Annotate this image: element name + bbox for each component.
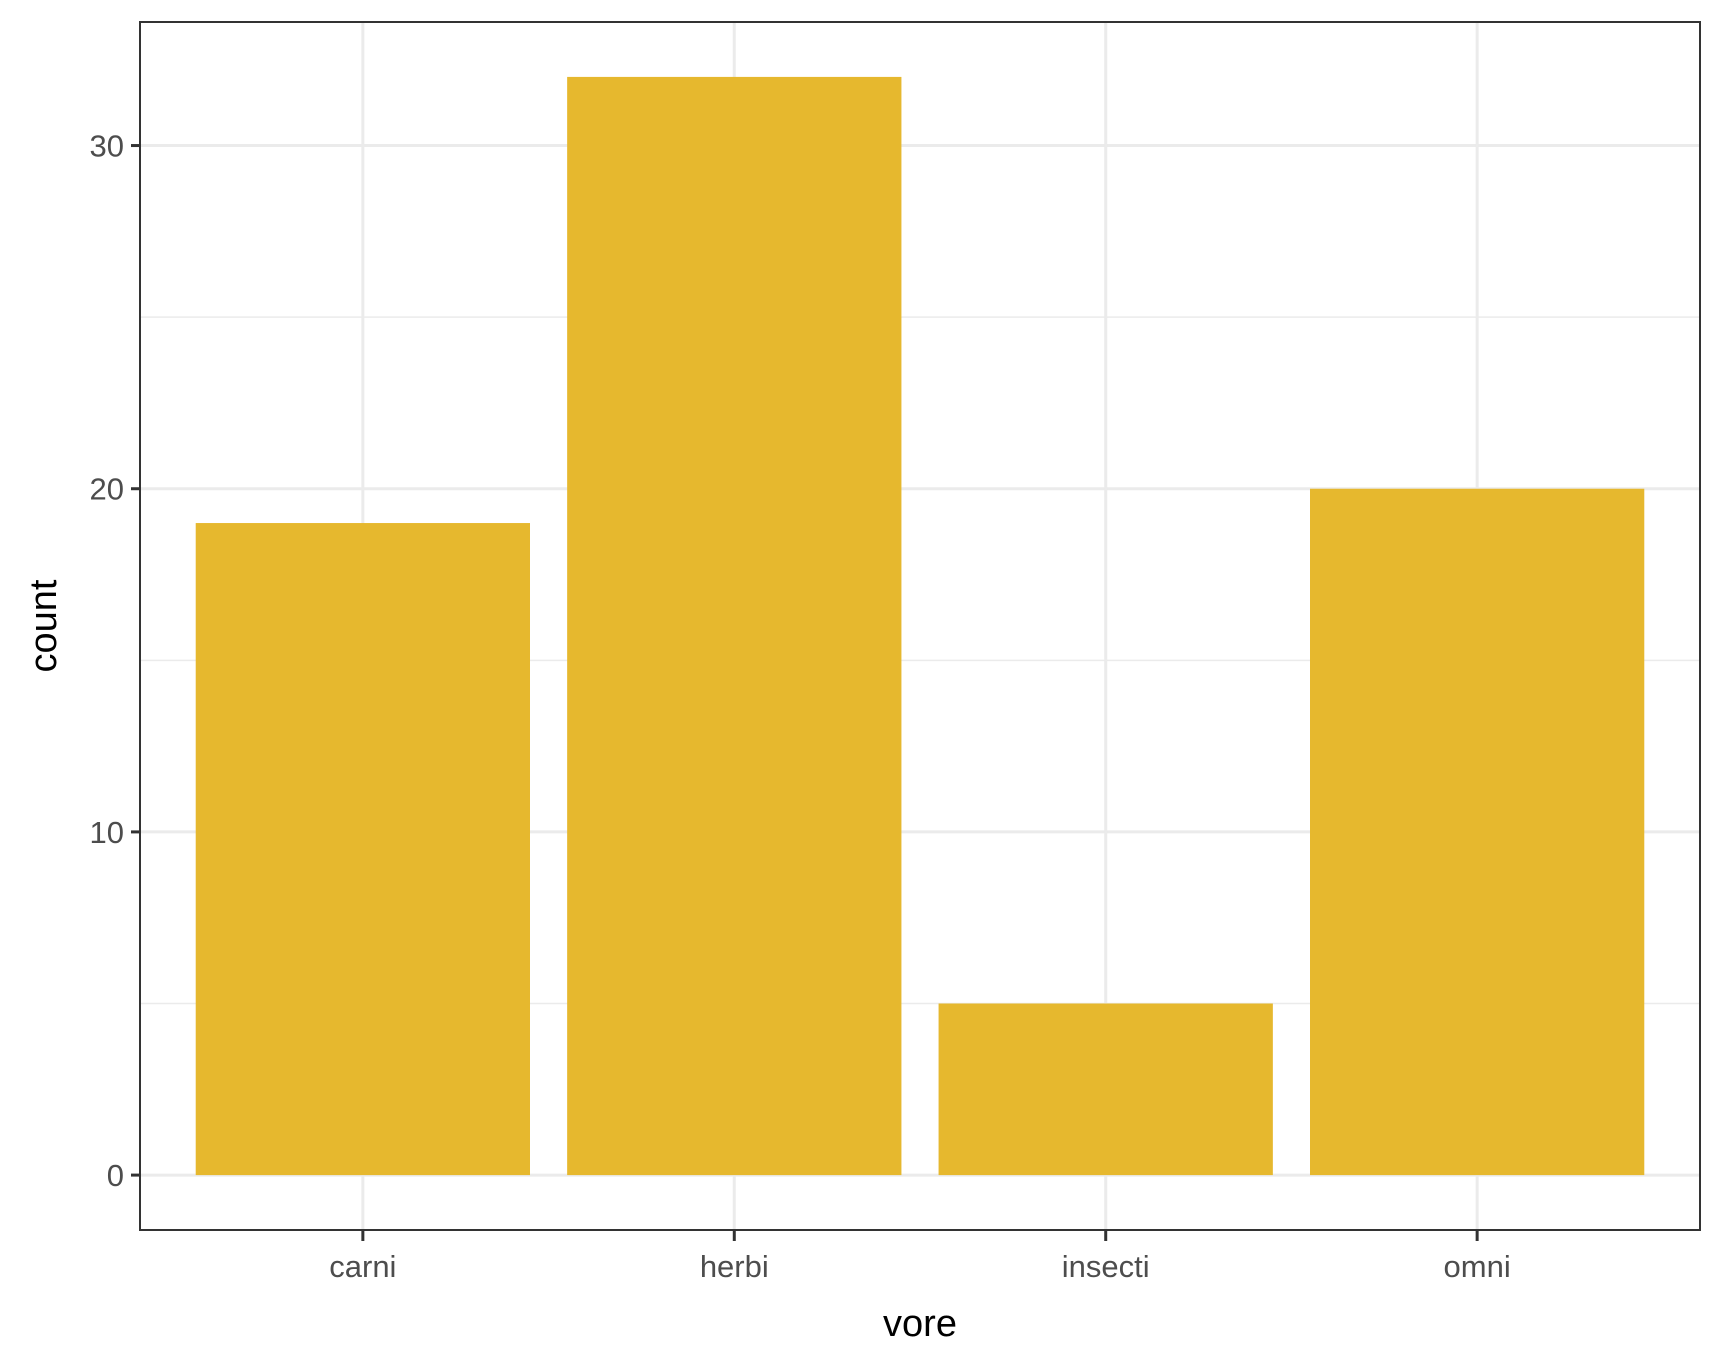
- x-tick-label: herbi: [700, 1249, 769, 1284]
- x-tick-label: omni: [1444, 1249, 1511, 1284]
- bar-insecti: [938, 1003, 1273, 1176]
- y-axis-label: count: [23, 579, 65, 672]
- y-tick-label: 0: [107, 1158, 124, 1193]
- bars: [195, 76, 1645, 1176]
- panel-border: [139, 21, 1701, 1231]
- y-tick-label: 30: [90, 129, 124, 164]
- y-tick-label: 10: [90, 815, 124, 850]
- bar-carni: [195, 523, 530, 1176]
- bar-omni: [1310, 488, 1645, 1176]
- x-axis-label: vore: [883, 1303, 957, 1345]
- y-tick-label: 20: [90, 472, 124, 507]
- x-tick-label: carni: [329, 1249, 396, 1284]
- axes: 0 10 20 30 carni herbi insecti omni: [90, 129, 1511, 1284]
- bar-herbi: [567, 76, 902, 1176]
- x-tick-label: insecti: [1062, 1249, 1150, 1284]
